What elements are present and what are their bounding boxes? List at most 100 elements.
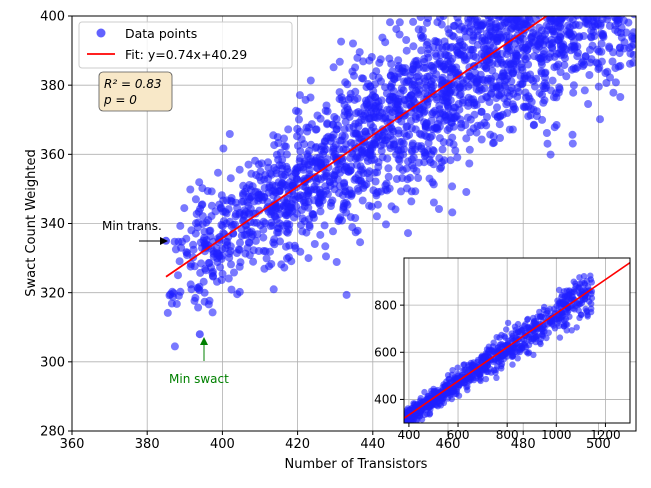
data-point: [321, 145, 330, 154]
data-point: [294, 107, 303, 116]
data-point: [605, 44, 614, 53]
inset-data-point: [482, 375, 490, 383]
annotation-min-swact-label: Min swact: [169, 372, 229, 386]
inset-data-point: [537, 340, 544, 348]
data-point: [417, 46, 426, 55]
data-point: [536, 54, 545, 63]
data-point: [521, 3, 529, 11]
data-point: [475, 86, 483, 95]
data-point: [212, 250, 221, 259]
inset-fit-line: [404, 262, 630, 419]
data-point: [399, 150, 408, 159]
data-point: [359, 57, 368, 66]
data-point: [186, 280, 195, 289]
data-point: [329, 227, 337, 236]
data-point: [592, 0, 600, 1]
data-point: [351, 214, 360, 222]
data-point: [426, 133, 435, 142]
data-point: [479, 19, 488, 28]
data-point: [443, 126, 452, 135]
data-point: [207, 187, 216, 196]
data-point: [529, 105, 538, 114]
inset-data-point: [530, 318, 538, 326]
inset-data-point: [465, 366, 473, 373]
stats-p-value: p = 0: [103, 93, 137, 107]
data-point: [321, 242, 330, 251]
data-point: [227, 260, 235, 269]
data-point: [349, 39, 357, 48]
data-point: [585, 71, 594, 79]
data-point: [532, 74, 541, 83]
data-point: [556, 33, 565, 42]
inset-data-point: [560, 322, 568, 330]
data-point: [348, 146, 357, 155]
data-point: [358, 145, 367, 154]
data-point: [332, 258, 341, 266]
data-point: [489, 0, 497, 6]
data-point: [535, 0, 543, 2]
data-point: [624, 18, 633, 27]
data-point: [397, 137, 406, 146]
main-x-tick-label: 400: [210, 437, 235, 452]
data-point: [575, 21, 583, 30]
inset-data-point: [454, 364, 461, 371]
data-point: [550, 8, 558, 16]
data-point: [611, 25, 620, 34]
data-point: [237, 197, 246, 206]
data-point: [310, 240, 319, 248]
data-point: [218, 269, 227, 278]
data-point: [580, 86, 589, 95]
data-point: [559, 0, 567, 7]
data-point: [323, 107, 332, 116]
inset-data-point: [511, 323, 519, 330]
data-point: [590, 32, 599, 41]
data-point: [483, 0, 491, 3]
data-point: [313, 111, 322, 120]
inset-data-point: [489, 343, 497, 350]
data-point: [263, 198, 272, 206]
data-point: [259, 217, 268, 226]
data-point: [200, 239, 209, 248]
data-point: [584, 0, 592, 5]
data-point: [198, 220, 207, 228]
data-point: [521, 0, 529, 6]
data-point: [531, 6, 539, 14]
data-point: [500, 94, 509, 103]
data-point: [488, 0, 496, 8]
data-point: [198, 184, 207, 193]
data-point: [539, 47, 548, 55]
data-point: [333, 175, 342, 184]
data-point: [239, 181, 248, 190]
data-point: [595, 5, 603, 13]
inset-data-point: [524, 315, 531, 323]
data-point: [469, 52, 478, 60]
data-point: [629, 58, 636, 67]
inset-data-point: [443, 390, 451, 397]
data-point: [300, 198, 309, 207]
data-point: [412, 115, 420, 123]
data-point: [481, 0, 489, 5]
data-point: [381, 38, 390, 47]
inset-data-point: [564, 303, 572, 311]
data-point: [383, 0, 391, 5]
data-point: [284, 125, 293, 134]
data-point: [295, 91, 304, 100]
data-point: [377, 96, 386, 105]
inset-data-point: [458, 379, 466, 386]
data-point: [291, 165, 300, 174]
inset-data-point: [581, 281, 589, 288]
data-point: [322, 252, 330, 261]
data-point: [465, 159, 474, 168]
data-point: [429, 160, 438, 169]
data-point: [509, 89, 518, 98]
inset-data-point: [476, 376, 483, 383]
data-point: [465, 145, 474, 154]
inset-fit-line-path: [404, 262, 630, 419]
data-point: [516, 0, 524, 1]
data-point: [214, 168, 222, 177]
data-point: [565, 28, 574, 37]
data-point: [271, 212, 280, 221]
data-point: [351, 154, 360, 163]
data-point: [438, 145, 447, 154]
